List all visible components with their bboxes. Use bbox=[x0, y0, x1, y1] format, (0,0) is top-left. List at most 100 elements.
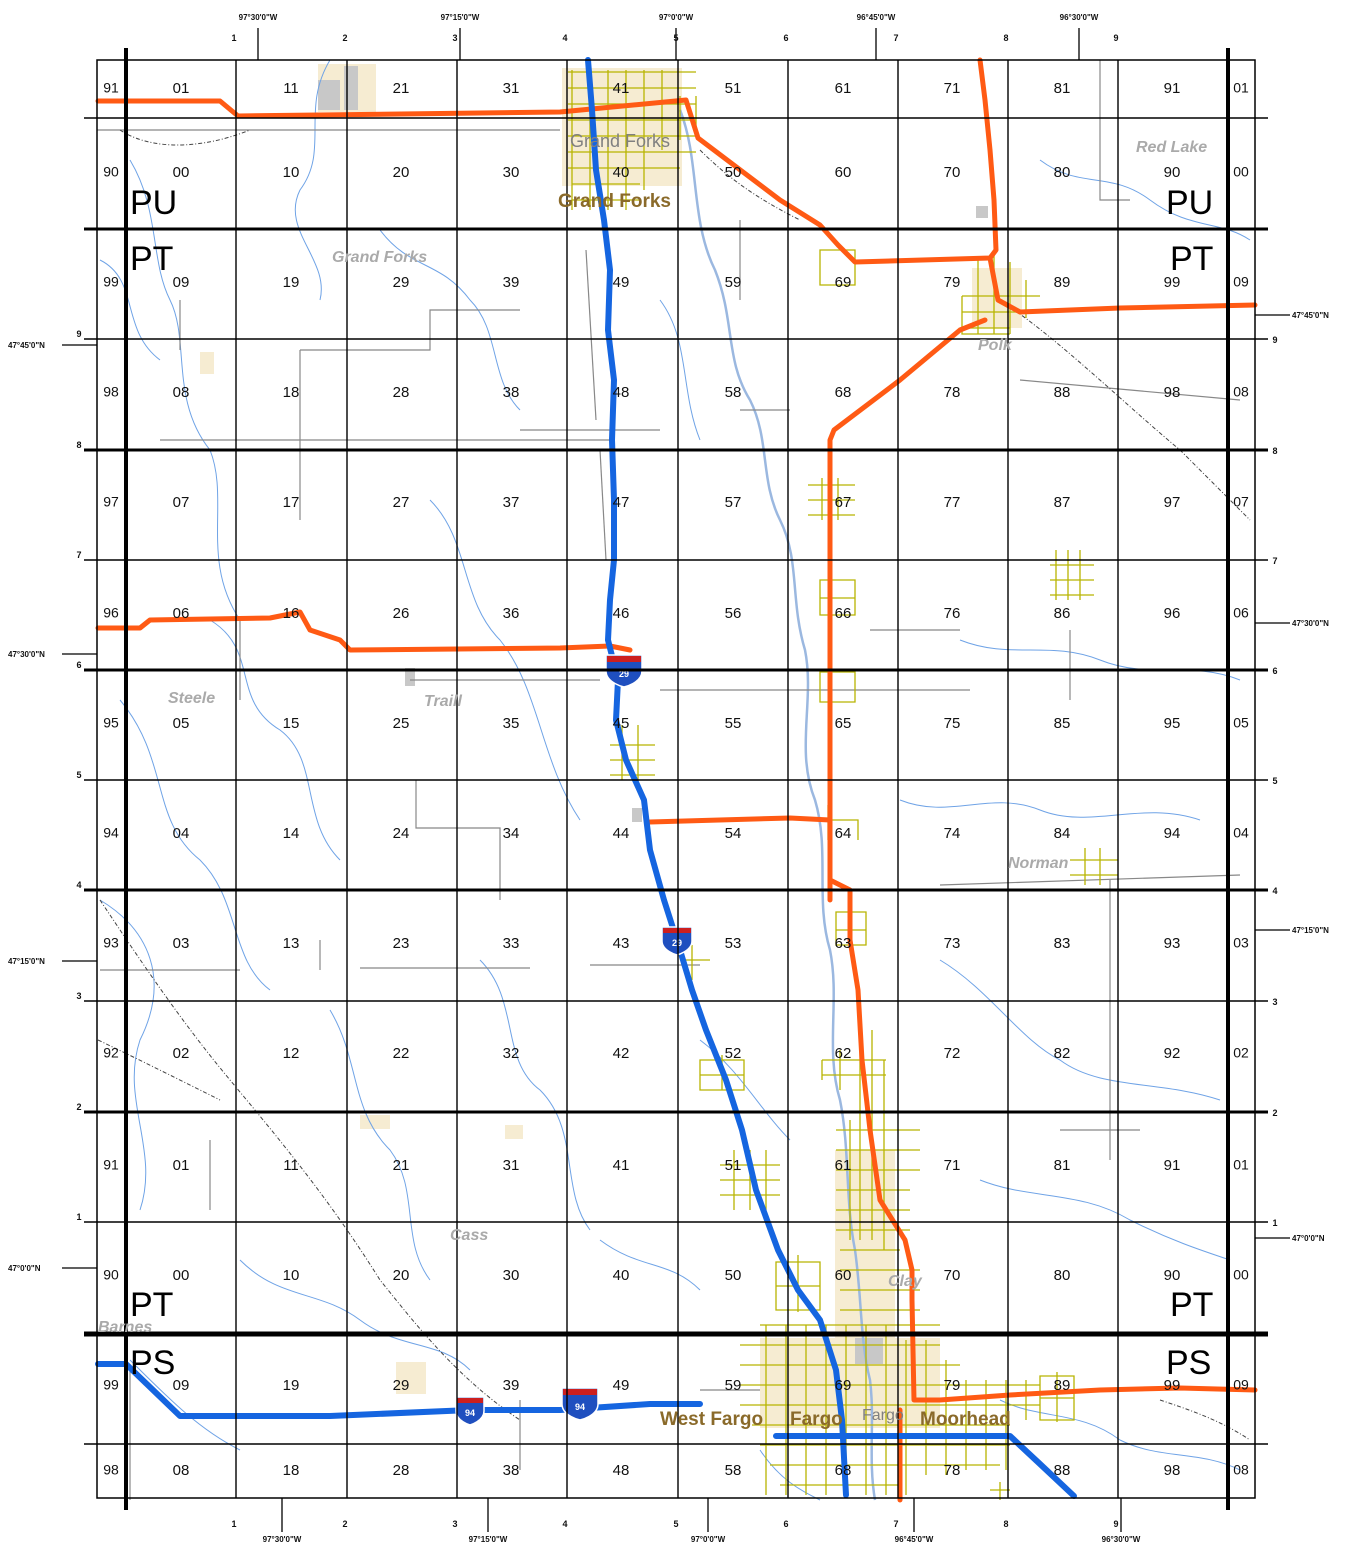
grid-cell-label: 48 bbox=[613, 1462, 630, 1479]
index-label-right: 4 bbox=[1272, 886, 1277, 896]
longitude-label-bottom: 96°30'0"W bbox=[1102, 1535, 1141, 1544]
grid-cell-label: 91 bbox=[1164, 1157, 1181, 1174]
grid-cell-label-edge: 99 bbox=[103, 274, 119, 290]
latitude-label-right: 47°15'0"N bbox=[1292, 926, 1329, 935]
grid-cell-label: 65 bbox=[835, 715, 852, 732]
grid-cell-label-edge: 90 bbox=[103, 164, 119, 180]
index-label-left: 1 bbox=[76, 1212, 81, 1222]
grid-cell-label: 77 bbox=[944, 494, 961, 511]
grid-cell-label-edge: 01 bbox=[1233, 1157, 1249, 1173]
grid-cell-label: 87 bbox=[1054, 494, 1071, 511]
grid-cell-label: 56 bbox=[725, 605, 742, 622]
index-label-left: 4 bbox=[76, 880, 81, 890]
county-norman: Norman bbox=[1008, 855, 1069, 872]
grid-cell-label: 00 bbox=[173, 1267, 190, 1284]
grid-cell-label: 17 bbox=[283, 494, 300, 511]
grid-cell-label: 86 bbox=[1054, 605, 1071, 622]
index-label-top: 6 bbox=[783, 33, 788, 43]
latitude-label-left: 47°30'0"N bbox=[8, 650, 45, 659]
index-label-right: 8 bbox=[1272, 446, 1277, 456]
grid-cell-label: 91 bbox=[1164, 80, 1181, 97]
grid-cell-label: 66 bbox=[835, 605, 852, 622]
grid-cell-label-edge: 98 bbox=[103, 384, 119, 400]
grid-cell-label-edge: 08 bbox=[1233, 1462, 1249, 1478]
grid-cell-label: 28 bbox=[393, 384, 410, 401]
grid-cell-label: 44 bbox=[613, 825, 630, 842]
grid-cell-label-edge: 04 bbox=[1233, 825, 1249, 841]
index-label-bottom: 4 bbox=[562, 1519, 567, 1529]
latitude-label-left: 47°15'0"N bbox=[8, 957, 45, 966]
city-label-grand-forks-grey: Grand Forks bbox=[570, 131, 670, 151]
interstate-94-shield-east: 94 bbox=[561, 1387, 599, 1421]
grid-cell-label: 42 bbox=[613, 1045, 630, 1062]
grid-cell-label: 18 bbox=[283, 1462, 300, 1479]
grid-cell-label: 20 bbox=[393, 164, 410, 181]
urban-grids bbox=[568, 70, 1118, 1500]
grid-cell-label: 06 bbox=[173, 605, 190, 622]
grid-cell-label-edge: 02 bbox=[1233, 1045, 1249, 1061]
shield-label: 94 bbox=[575, 1402, 585, 1412]
index-label-top: 9 bbox=[1113, 33, 1118, 43]
grid-cell-label: 21 bbox=[393, 1157, 410, 1174]
grid-cell-label: 69 bbox=[835, 1377, 852, 1394]
county-polk: Polk bbox=[978, 337, 1013, 354]
grid-cell-label: 60 bbox=[835, 164, 852, 181]
zone-label-pt-south-east: PT bbox=[1170, 1286, 1213, 1324]
grid-cell-label: 72 bbox=[944, 1045, 961, 1062]
grid-cell-label-edge: 01 bbox=[1233, 80, 1249, 96]
interstate-94-shield-west: 94 bbox=[455, 1396, 485, 1426]
grid-cell-label: 61 bbox=[835, 80, 852, 97]
grid-cell-label: 75 bbox=[944, 715, 961, 732]
index-label-bottom: 3 bbox=[452, 1519, 457, 1529]
grid-cell-label: 30 bbox=[503, 164, 520, 181]
zone-label-ps-east: PS bbox=[1166, 1344, 1211, 1382]
grid-cell-label: 89 bbox=[1054, 1377, 1071, 1394]
grid-cell-label: 88 bbox=[1054, 1462, 1071, 1479]
grid-cell-label: 34 bbox=[503, 825, 520, 842]
grid-cell-label: 68 bbox=[835, 384, 852, 401]
grid-cell-label: 24 bbox=[393, 825, 410, 842]
grid-cell-label: 62 bbox=[835, 1045, 852, 1062]
grid-cell-label: 52 bbox=[725, 1045, 742, 1062]
latitude-label-right: 47°45'0"N bbox=[1292, 311, 1329, 320]
grid-cell-label: 99 bbox=[1164, 274, 1181, 291]
city-label-grand-forks: Grand Forks bbox=[558, 191, 671, 212]
zone-label-pt-north-east: PT bbox=[1170, 240, 1213, 278]
grid-cell-label: 60 bbox=[835, 1267, 852, 1284]
grid-lines bbox=[84, 48, 1268, 1510]
interstate-shields: 29 29 94 94 bbox=[455, 654, 693, 1426]
index-label-top: 1 bbox=[231, 33, 236, 43]
grid-cell-label: 01 bbox=[173, 1157, 190, 1174]
grid-cell-label: 45 bbox=[613, 715, 630, 732]
grid-cell-label: 59 bbox=[725, 1377, 742, 1394]
grid-cell-label: 74 bbox=[944, 825, 961, 842]
grid-cell-label: 98 bbox=[1164, 384, 1181, 401]
grid-cell-label-edge: 00 bbox=[1233, 164, 1249, 180]
grid-cell-label-edge: 90 bbox=[103, 1267, 119, 1283]
longitude-label-top: 97°30'0"W bbox=[239, 13, 278, 22]
grid-cell-label: 83 bbox=[1054, 935, 1071, 952]
grid-cell-label: 19 bbox=[283, 1377, 300, 1394]
grid-cell-label: 58 bbox=[725, 1462, 742, 1479]
zone-label-pu-east: PU bbox=[1166, 184, 1213, 222]
grid-cell-label: 08 bbox=[173, 384, 190, 401]
index-label-top: 4 bbox=[562, 33, 567, 43]
grid-cell-label: 73 bbox=[944, 935, 961, 952]
grid-cell-label: 37 bbox=[503, 494, 520, 511]
city-label-moorhead: Moorhead bbox=[920, 1409, 1011, 1430]
grid-cell-label: 70 bbox=[944, 1267, 961, 1284]
grid-cell-label-edge: 09 bbox=[1233, 274, 1249, 290]
grid-cell-label: 26 bbox=[393, 605, 410, 622]
longitude-label-bottom: 97°0'0"W bbox=[691, 1535, 726, 1544]
grid-cell-label: 09 bbox=[173, 1377, 190, 1394]
index-label-bottom: 7 bbox=[893, 1519, 898, 1529]
county-barnes: Barnes bbox=[98, 1319, 152, 1336]
grid-cell-label: 11 bbox=[283, 80, 299, 97]
grid-cell-label: 01 bbox=[173, 80, 190, 97]
grid-cell-label: 57 bbox=[725, 494, 742, 511]
zone-label-pu-west: PU bbox=[130, 184, 177, 222]
grid-cell-label: 03 bbox=[173, 935, 190, 952]
index-label-left: 7 bbox=[76, 550, 81, 560]
grid-cell-label: 04 bbox=[173, 825, 190, 842]
